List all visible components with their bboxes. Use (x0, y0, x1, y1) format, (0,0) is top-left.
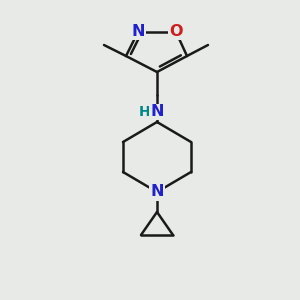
Text: N: N (150, 104, 164, 119)
Text: O: O (169, 23, 183, 38)
Text: N: N (150, 184, 164, 200)
Text: H: H (138, 105, 150, 119)
Text: N: N (131, 23, 145, 38)
